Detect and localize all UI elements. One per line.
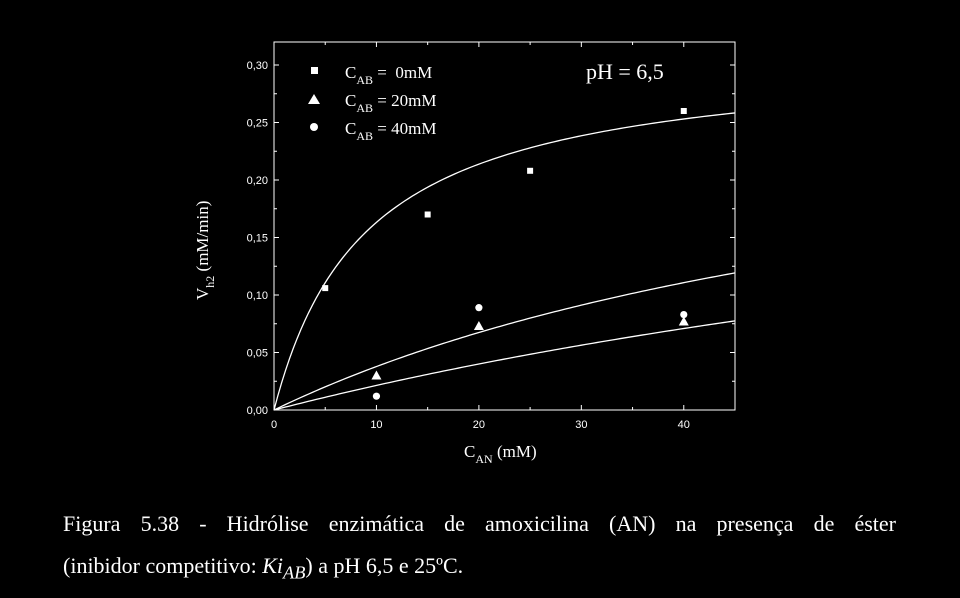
- legend-marker-triangle: [308, 94, 320, 104]
- x-tick-label: 30: [575, 419, 587, 431]
- point-triangle: [678, 316, 689, 326]
- point-triangle: [371, 370, 382, 380]
- x-tick-label: 40: [678, 419, 690, 431]
- y-tick-label: 0,00: [247, 405, 268, 417]
- x-tick-label: 0: [271, 419, 277, 431]
- caption-line-2-end: ) a pH 6,5 e 25ºC.: [305, 553, 464, 578]
- y-tick-label: 0,15: [247, 233, 268, 245]
- fit-curves: [273, 112, 736, 411]
- legend-label-0mm: CAB = 0mM: [345, 63, 432, 87]
- y-tick-label: 0,25: [247, 118, 268, 130]
- y-tick-label: 0,20: [247, 175, 268, 187]
- caption-line-2: (inibidor competitivo: KiAB) a pH 6,5 e …: [63, 545, 896, 593]
- caption-line-2-start: (inibidor competitivo:: [63, 553, 263, 578]
- x-axis-label: CAN (mM): [464, 442, 537, 466]
- legend-marker-circle: [310, 123, 318, 131]
- fit-curve-0: [273, 112, 736, 411]
- point-square: [424, 211, 431, 218]
- annotation-ph: pH = 6,5: [586, 59, 664, 84]
- fit-curve-1: [273, 272, 736, 411]
- figure-caption: Figura 5.38 - Hidrólise enzimática de am…: [63, 503, 896, 593]
- caption-line-1: Figura 5.38 - Hidrólise enzimática de am…: [63, 511, 896, 536]
- axis-ticks: 0 10 20 30 40 0,00 0,05 0,10 0,15 0,20 0,25 0,30: [247, 42, 735, 431]
- caption-ki: KiAB: [262, 553, 306, 583]
- data-points: [322, 108, 689, 400]
- x-tick-label: 20: [473, 419, 485, 431]
- y-tick-label: 0,30: [247, 60, 268, 72]
- point-triangle: [473, 321, 484, 331]
- point-circle: [475, 304, 483, 312]
- x-tick-label: 10: [370, 419, 382, 431]
- point-circle: [372, 392, 381, 400]
- y-axis-label: Vh2 (mM/min): [193, 201, 217, 300]
- legend: CAB = 0mM CAB = 20mM CAB = 40mM: [308, 63, 436, 143]
- point-circle: [680, 310, 688, 319]
- y-tick-label: 0,10: [247, 290, 268, 302]
- y-tick-label: 0,05: [247, 348, 268, 360]
- point-square: [680, 108, 687, 114]
- point-square: [322, 285, 329, 292]
- plot-frame: [273, 41, 736, 411]
- point-square: [527, 167, 534, 174]
- legend-label-20mm: CAB = 20mM: [345, 91, 436, 115]
- legend-marker-square: [311, 67, 318, 74]
- fit-curve-2: [273, 320, 736, 411]
- legend-label-40mm: CAB = 40mM: [345, 119, 436, 143]
